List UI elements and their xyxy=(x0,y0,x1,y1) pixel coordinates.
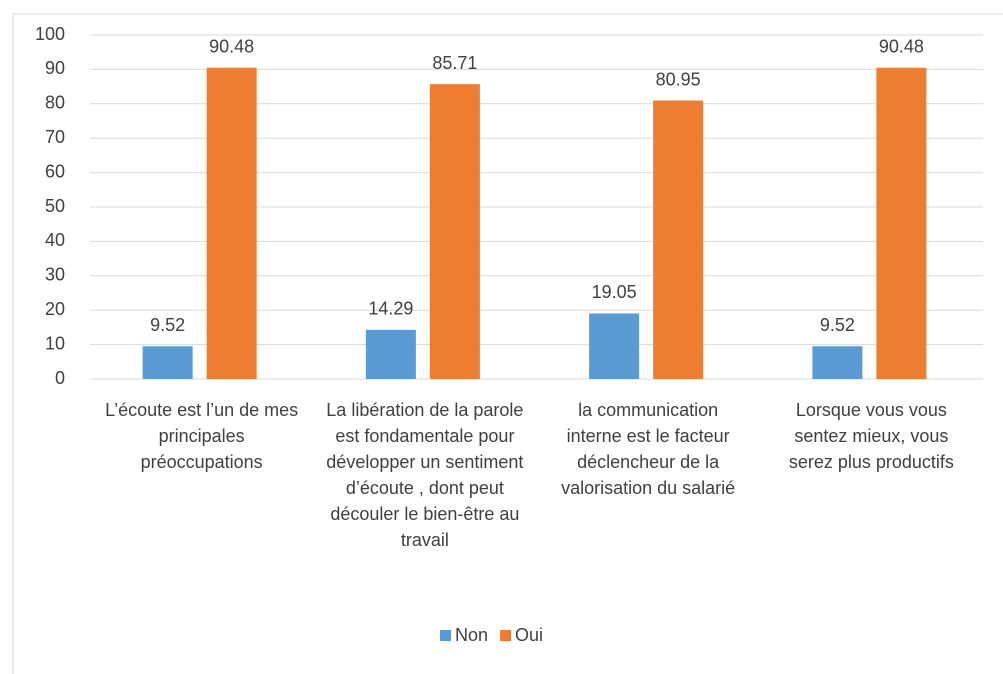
legend-label: Non xyxy=(455,625,488,645)
legend-swatch xyxy=(500,630,512,641)
y-tick-label: 10 xyxy=(45,333,65,353)
y-tick-label: 80 xyxy=(45,93,65,113)
y-tick-label: 60 xyxy=(45,161,65,181)
data-label: 9.52 xyxy=(820,315,855,335)
bar xyxy=(812,346,863,379)
bar xyxy=(653,100,704,380)
bar xyxy=(206,67,257,379)
y-tick-label: 20 xyxy=(45,299,65,319)
data-label: 85.71 xyxy=(432,53,477,73)
bar xyxy=(589,313,640,379)
y-tick-label: 50 xyxy=(45,196,65,216)
x-tick-label: la communication interne est le facteur … xyxy=(561,400,736,498)
data-label: 19.05 xyxy=(592,282,637,302)
bar xyxy=(429,84,480,380)
bar xyxy=(142,346,193,379)
y-tick-label: 90 xyxy=(45,58,65,78)
chart-border xyxy=(12,13,1003,674)
x-tick-label: L’écoute est l’un de mes principales pré… xyxy=(105,400,299,472)
y-tick-label: 70 xyxy=(45,127,65,147)
data-label: 90.48 xyxy=(879,36,924,56)
legend-swatch xyxy=(440,630,451,641)
data-label: 80.95 xyxy=(656,69,701,89)
data-label: 14.29 xyxy=(368,299,413,319)
y-tick-label: 40 xyxy=(45,230,65,250)
bar xyxy=(365,329,416,379)
x-tick-label: La libération de la parole est fondament… xyxy=(326,400,524,550)
legend-label: Oui xyxy=(515,625,543,645)
y-tick-label: 0 xyxy=(55,368,65,388)
y-tick-label: 30 xyxy=(45,265,65,285)
x-tick-label: Lorsque vous vous sentez mieux, vous ser… xyxy=(788,400,954,472)
data-label: 9.52 xyxy=(150,315,185,335)
y-tick-label: 100 xyxy=(35,24,65,44)
bar xyxy=(876,67,927,379)
data-label: 90.48 xyxy=(209,36,254,56)
